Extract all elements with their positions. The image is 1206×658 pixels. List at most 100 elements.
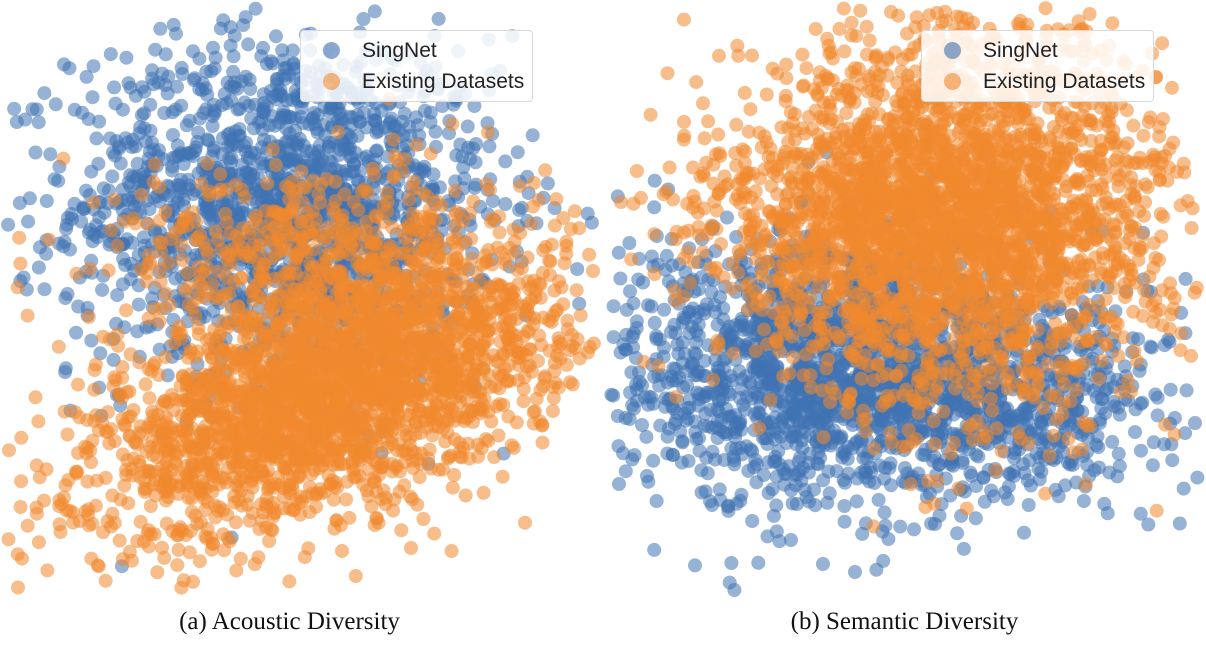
scatter-point <box>69 266 84 281</box>
scatter-point <box>144 364 159 379</box>
scatter-point <box>331 339 346 354</box>
scatter-point <box>374 103 389 118</box>
scatter-point <box>281 232 296 247</box>
scatter-point <box>244 163 259 178</box>
scatter-point <box>56 151 71 166</box>
scatter-point <box>311 155 326 170</box>
scatter-point <box>266 301 281 316</box>
scatter-point <box>399 315 414 330</box>
scatter-point <box>350 108 365 123</box>
scatter-point <box>391 343 406 358</box>
scatter-point <box>219 182 234 197</box>
scatter-point <box>459 296 474 311</box>
scatter-point <box>567 204 582 219</box>
scatter-point <box>248 1 263 16</box>
scatter-point <box>586 336 601 351</box>
scatter-point <box>334 229 349 244</box>
scatter-point <box>469 265 484 280</box>
scatter-point <box>140 216 155 231</box>
scatter-point <box>332 444 347 458</box>
scatter-point <box>43 147 58 162</box>
scatter-point <box>376 483 391 498</box>
scatter-point <box>364 236 379 250</box>
scatter-point <box>237 95 252 110</box>
scatter-point <box>352 294 367 309</box>
scatter-point <box>485 212 500 226</box>
scatter-point <box>139 266 154 281</box>
scatter-point <box>384 456 399 471</box>
scatter-point <box>264 359 279 374</box>
legend-marker-existing <box>323 73 340 90</box>
scatter-point <box>132 355 147 370</box>
scatter-point <box>221 286 236 301</box>
scatter-point <box>89 131 104 146</box>
scatter-point <box>323 101 338 116</box>
scatter-point <box>284 152 299 166</box>
scatter-point <box>422 442 437 457</box>
scatter-point <box>319 423 334 438</box>
scatter-point <box>158 47 173 62</box>
scatter-point <box>84 333 99 348</box>
scatter-point <box>202 184 216 199</box>
scatter-point <box>354 262 369 277</box>
scatter-point <box>161 69 176 84</box>
scatter-point <box>551 339 565 354</box>
scatter-point <box>2 443 16 458</box>
scatter-point <box>368 339 383 354</box>
scatter-point <box>383 241 398 256</box>
scatter-point <box>246 309 261 324</box>
scatter-point <box>216 527 231 542</box>
scatter-point <box>115 277 130 292</box>
scatter-point <box>174 408 189 423</box>
scatter-point <box>330 213 345 228</box>
legend-label-existing: Existing Datasets <box>362 69 525 93</box>
scatter-point <box>164 232 179 246</box>
scatter-point <box>276 459 291 474</box>
scatter-point <box>231 300 246 314</box>
scatter-point <box>418 412 433 427</box>
scatter-point <box>514 261 529 276</box>
scatter-point <box>118 418 133 433</box>
scatter-point <box>184 504 199 519</box>
scatter-point <box>491 428 506 443</box>
scatter-point <box>226 64 241 79</box>
scatter-point <box>498 154 513 169</box>
scatter-point <box>511 373 526 388</box>
scatter-point <box>219 442 233 457</box>
scatter-point <box>175 422 190 437</box>
scatter-point <box>438 349 453 363</box>
scatter-point <box>130 324 145 339</box>
scatter-point <box>146 77 161 92</box>
scatter-point <box>611 245 626 260</box>
scatter-point <box>143 499 158 513</box>
scatter-point <box>408 445 423 460</box>
scatter-point <box>205 536 220 551</box>
scatter-point <box>83 261 97 276</box>
scatter-point <box>460 119 475 134</box>
scatter-point <box>399 268 414 283</box>
scatter-point <box>335 276 350 290</box>
scatter-point <box>293 284 308 298</box>
scatter-point <box>406 400 421 415</box>
scatter-point <box>580 206 595 221</box>
scatter-point <box>37 86 52 101</box>
scatter-point <box>513 225 528 240</box>
scatter-point <box>289 251 304 266</box>
scatter-point <box>448 183 462 198</box>
scatter-point <box>146 420 160 435</box>
scatter-point <box>86 59 101 74</box>
scatter-point <box>242 221 257 235</box>
scatter-point <box>399 363 414 377</box>
scatter-point <box>134 187 149 202</box>
scatter-point <box>261 419 276 434</box>
scatter-point <box>233 167 248 182</box>
scatter-point <box>282 180 297 195</box>
scatter-point <box>276 489 291 504</box>
scatter-point <box>58 291 73 306</box>
scatter-point <box>312 392 327 407</box>
scatter-point <box>220 507 235 522</box>
scatter-point <box>155 459 169 474</box>
scatter-point <box>355 434 370 449</box>
scatter-point <box>414 364 429 378</box>
scatter-point <box>146 142 161 157</box>
